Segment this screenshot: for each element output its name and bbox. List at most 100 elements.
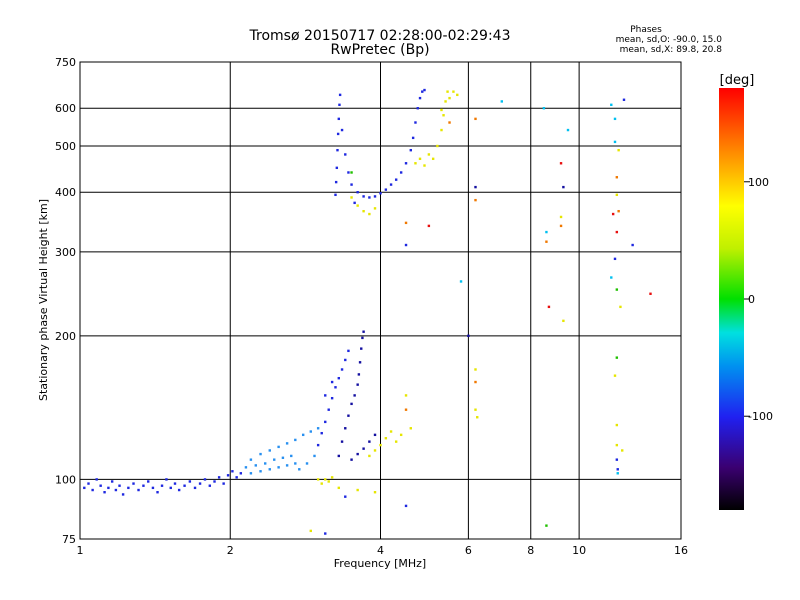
y-tick-label: 600	[55, 102, 76, 115]
data-point	[610, 103, 613, 107]
data-point	[384, 437, 388, 440]
y-axis-ticks: 75 100 200 300 400 500 600 750	[55, 56, 76, 546]
data-point	[324, 478, 327, 481]
data-point	[305, 462, 309, 465]
data-point	[313, 454, 316, 458]
data-point	[107, 486, 110, 490]
data-point	[222, 482, 225, 485]
data-point	[330, 396, 334, 400]
data-point	[622, 98, 626, 101]
data-point	[615, 458, 619, 461]
y-tick-label: 750	[55, 56, 76, 69]
data-point	[616, 472, 619, 475]
data-point	[373, 433, 377, 437]
data-point	[542, 107, 546, 110]
data-point	[459, 280, 463, 283]
data-point	[404, 221, 408, 225]
data-point	[316, 478, 320, 481]
data-point	[545, 240, 548, 243]
x-tick-label: 1	[77, 544, 84, 557]
data-point	[452, 90, 455, 93]
data-point	[350, 183, 353, 186]
data-point	[239, 472, 243, 475]
data-point	[545, 524, 548, 527]
data-point	[340, 440, 344, 443]
data-point	[448, 96, 451, 100]
data-point	[95, 478, 98, 481]
data-point	[500, 100, 504, 103]
data-point	[290, 454, 293, 458]
data-point	[474, 185, 477, 189]
data-point	[474, 117, 477, 121]
data-point	[442, 114, 445, 117]
data-point	[373, 449, 377, 452]
data-point	[368, 196, 371, 199]
data-point	[356, 452, 359, 456]
data-point	[127, 486, 130, 490]
data-point	[226, 474, 230, 477]
data-point	[418, 157, 422, 161]
data-point	[324, 532, 327, 535]
data-point	[373, 195, 377, 198]
data-point	[440, 128, 443, 132]
data-point	[350, 458, 353, 461]
x-axis-ticks: 1 2 4 6 8 10 16	[77, 544, 689, 557]
data-point	[309, 529, 312, 533]
data-point	[347, 171, 350, 174]
data-point	[566, 128, 570, 132]
data-point	[368, 440, 371, 443]
y-axis-label: Stationary phase Virtual Height [km]	[37, 199, 50, 401]
data-point	[414, 162, 417, 165]
data-point	[414, 121, 417, 124]
data-point	[562, 185, 565, 189]
data-point	[268, 468, 271, 471]
data-point	[448, 121, 451, 124]
data-point	[384, 188, 388, 191]
data-point	[309, 430, 312, 433]
data-point	[610, 276, 613, 279]
data-point	[411, 136, 415, 140]
data-point	[320, 482, 323, 485]
data-point	[399, 433, 403, 437]
data-point	[474, 408, 477, 411]
data-point	[361, 336, 364, 340]
data-point	[188, 480, 192, 483]
data-point	[165, 478, 168, 481]
data-point	[336, 132, 340, 136]
plot-frame	[79, 61, 682, 540]
data-point	[231, 470, 234, 473]
data-point	[169, 486, 172, 490]
data-point	[335, 166, 339, 170]
data-point	[264, 462, 267, 465]
data-point	[423, 88, 426, 92]
data-point	[294, 462, 297, 465]
data-point	[353, 394, 356, 397]
data-point	[474, 380, 477, 384]
chart-title: Tromsø 20150717 02:28:00-02:29:43	[249, 28, 511, 44]
data-point	[137, 488, 140, 492]
data-point	[611, 212, 615, 216]
data-point	[404, 243, 408, 247]
data-point	[183, 484, 186, 487]
x-tick-label: 8	[527, 544, 534, 557]
data-point	[254, 464, 257, 467]
data-point	[362, 330, 365, 333]
data-point	[99, 484, 102, 487]
x-tick-label: 6	[465, 544, 472, 557]
data-point	[436, 144, 439, 148]
data-point	[356, 191, 359, 194]
data-point	[353, 201, 356, 205]
data-point	[316, 443, 320, 447]
data-point	[87, 482, 90, 485]
data-point	[249, 472, 253, 475]
data-point	[273, 458, 276, 461]
data-point	[324, 394, 327, 397]
data-point	[616, 468, 619, 471]
data-point	[444, 100, 447, 103]
y-tick-label: 100	[55, 473, 76, 486]
data-point	[173, 482, 177, 485]
data-point	[476, 416, 479, 419]
data-point	[416, 107, 419, 110]
data-point	[356, 204, 359, 207]
